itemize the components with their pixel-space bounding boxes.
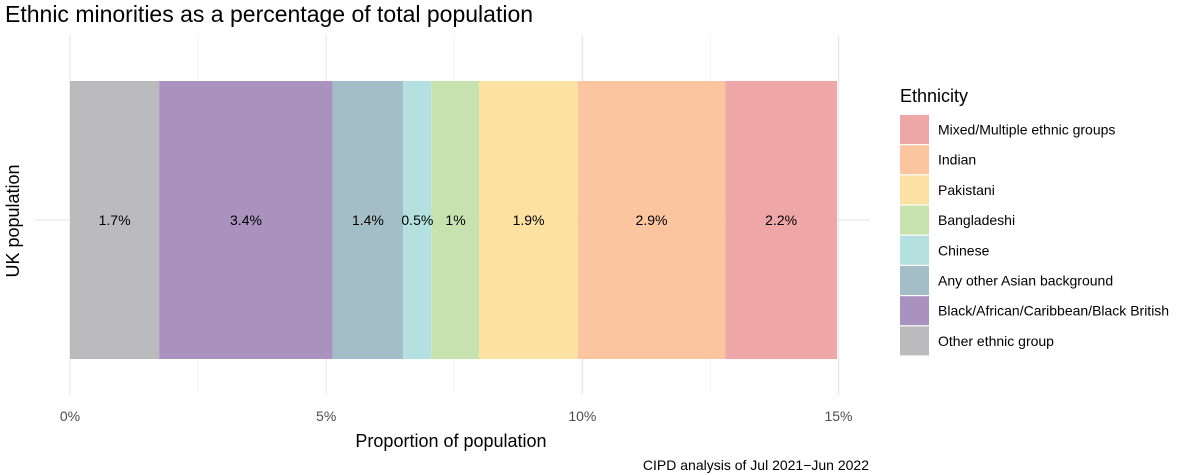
bar-segment	[332, 81, 404, 359]
bar-segment	[725, 81, 837, 359]
legend-key	[900, 296, 929, 326]
x-tick-label: 10%	[568, 408, 596, 424]
bar-segment	[577, 81, 726, 359]
legend-label: Indian	[938, 152, 976, 168]
data-label: 2.9%	[636, 212, 668, 228]
legend-label: Bangladeshi	[938, 212, 1015, 228]
legend: Ethnicity Mixed/Multiple ethnic groups In…	[900, 86, 1169, 356]
legend-key	[900, 115, 929, 144]
legend-label: Other ethnic group	[938, 333, 1054, 349]
data-label: 1%	[445, 212, 465, 228]
data-label: 1.7%	[99, 212, 131, 228]
legend-label: Black/African/Caribbean/Black British	[938, 303, 1169, 319]
legend-label: Pakistani	[938, 182, 995, 198]
x-axis-title: Proportion of population	[355, 431, 546, 451]
legend-label: Any other Asian background	[938, 273, 1113, 289]
legend-key	[900, 266, 929, 295]
legend-key	[900, 235, 929, 265]
legend-items: Mixed/Multiple ethnic groups Indian Pakist…	[900, 115, 1169, 356]
data-label: 0.5%	[401, 212, 433, 228]
chart-title: Ethnic minorities as a percentage of tot…	[5, 1, 533, 27]
x-tick-label: 0%	[60, 408, 80, 424]
bar-segment	[159, 81, 333, 359]
bar-segment	[479, 81, 578, 359]
x-tick-label: 5%	[316, 408, 336, 424]
legend-key	[900, 175, 929, 205]
y-axis-title: UK population	[3, 164, 23, 277]
data-label: 2.2%	[765, 212, 797, 228]
bar-segment	[403, 81, 432, 359]
bar-segment	[431, 81, 480, 359]
legend-key	[900, 145, 929, 175]
legend-title: Ethnicity	[900, 86, 968, 106]
legend-key	[900, 205, 929, 235]
data-label: 3.4%	[230, 212, 262, 228]
bars	[70, 81, 837, 359]
legend-label: Chinese	[938, 242, 990, 258]
x-tick-label: 15%	[824, 408, 852, 424]
caption: CIPD analysis of Jul 2021−Jun 2022	[643, 457, 869, 473]
data-labels: 1.7% 3.4% 1.4% 0.5% 1% 1.9% 2.9% 2.2%	[99, 212, 797, 228]
legend-key	[900, 326, 929, 356]
bar-segment	[70, 81, 160, 359]
data-label: 1.9%	[513, 212, 545, 228]
x-axis-ticks: 0% 5% 10% 15%	[60, 408, 853, 424]
data-label: 1.4%	[352, 212, 384, 228]
legend-label: Mixed/Multiple ethnic groups	[938, 122, 1115, 138]
